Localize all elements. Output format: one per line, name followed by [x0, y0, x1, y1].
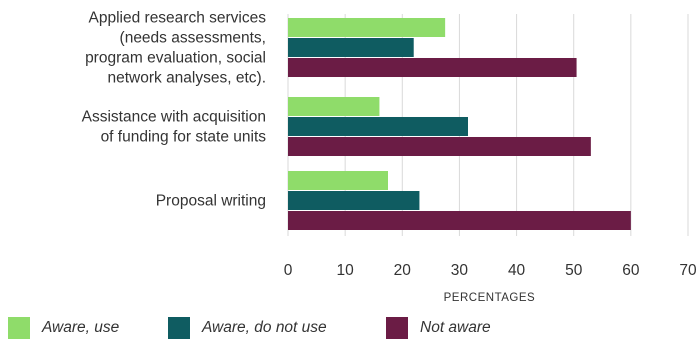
- bar-aware-use-0: [288, 18, 446, 37]
- category-label-line: program evaluation, social: [85, 50, 266, 67]
- category-label-line: network analyses, etc).: [107, 70, 266, 87]
- legend-item-aware-use: Aware, use: [8, 313, 119, 343]
- category-label-line: Applied research services: [89, 10, 267, 27]
- legend-swatch-aware-do-not-use: [168, 317, 190, 339]
- bar-not-aware-0: [288, 58, 577, 77]
- x-tick-label-40: 40: [508, 262, 526, 279]
- legend-label-aware-use: Aware, use: [42, 319, 120, 336]
- bar-aware-do-not-use-2: [288, 191, 420, 210]
- category-label-0: Applied research services (needs assessme…: [85, 10, 266, 87]
- legend-item-not-aware: Not aware: [386, 313, 491, 343]
- x-tick-label-30: 30: [451, 262, 469, 279]
- legend-label-aware-do-not-use: Aware, do not use: [202, 319, 327, 336]
- category-label-line: (needs assessments,: [120, 30, 266, 47]
- legend-swatch-aware-use: [8, 317, 30, 339]
- legend: Aware, use Aware, do not use Not aware: [0, 313, 699, 343]
- x-axis-title: PERCENTAGES: [444, 292, 536, 304]
- x-tick-label-50: 50: [565, 262, 583, 279]
- legend-label-not-aware: Not aware: [420, 319, 491, 336]
- bar-not-aware-1: [288, 137, 591, 156]
- category-label-line: Assistance with acquisition: [82, 109, 266, 126]
- x-tick-label-0: 0: [284, 262, 293, 279]
- bar-aware-do-not-use-1: [288, 117, 468, 136]
- bar-aware-use-2: [288, 171, 388, 190]
- legend-item-aware-do-not-use: Aware, do not use: [168, 313, 327, 343]
- bar-aware-do-not-use-0: [288, 38, 414, 57]
- x-tick-label-10: 10: [337, 262, 355, 279]
- bar-chart: 0 10 20 30 40 50 60 70 Applied research services…: [82, 10, 697, 305]
- bar-not-aware-2: [288, 211, 631, 230]
- x-tick-label-70: 70: [679, 262, 697, 279]
- category-label-2: Proposal writing: [156, 193, 266, 210]
- x-tick-label-20: 20: [394, 262, 412, 279]
- category-label-line: of funding for state units: [101, 129, 267, 146]
- category-label-line: Proposal writing: [156, 193, 266, 210]
- legend-swatch-not-aware: [386, 317, 408, 339]
- category-label-1: Assistance with acquisition of funding fo…: [82, 109, 267, 146]
- bar-aware-use-1: [288, 97, 380, 116]
- x-tick-label-60: 60: [622, 262, 640, 279]
